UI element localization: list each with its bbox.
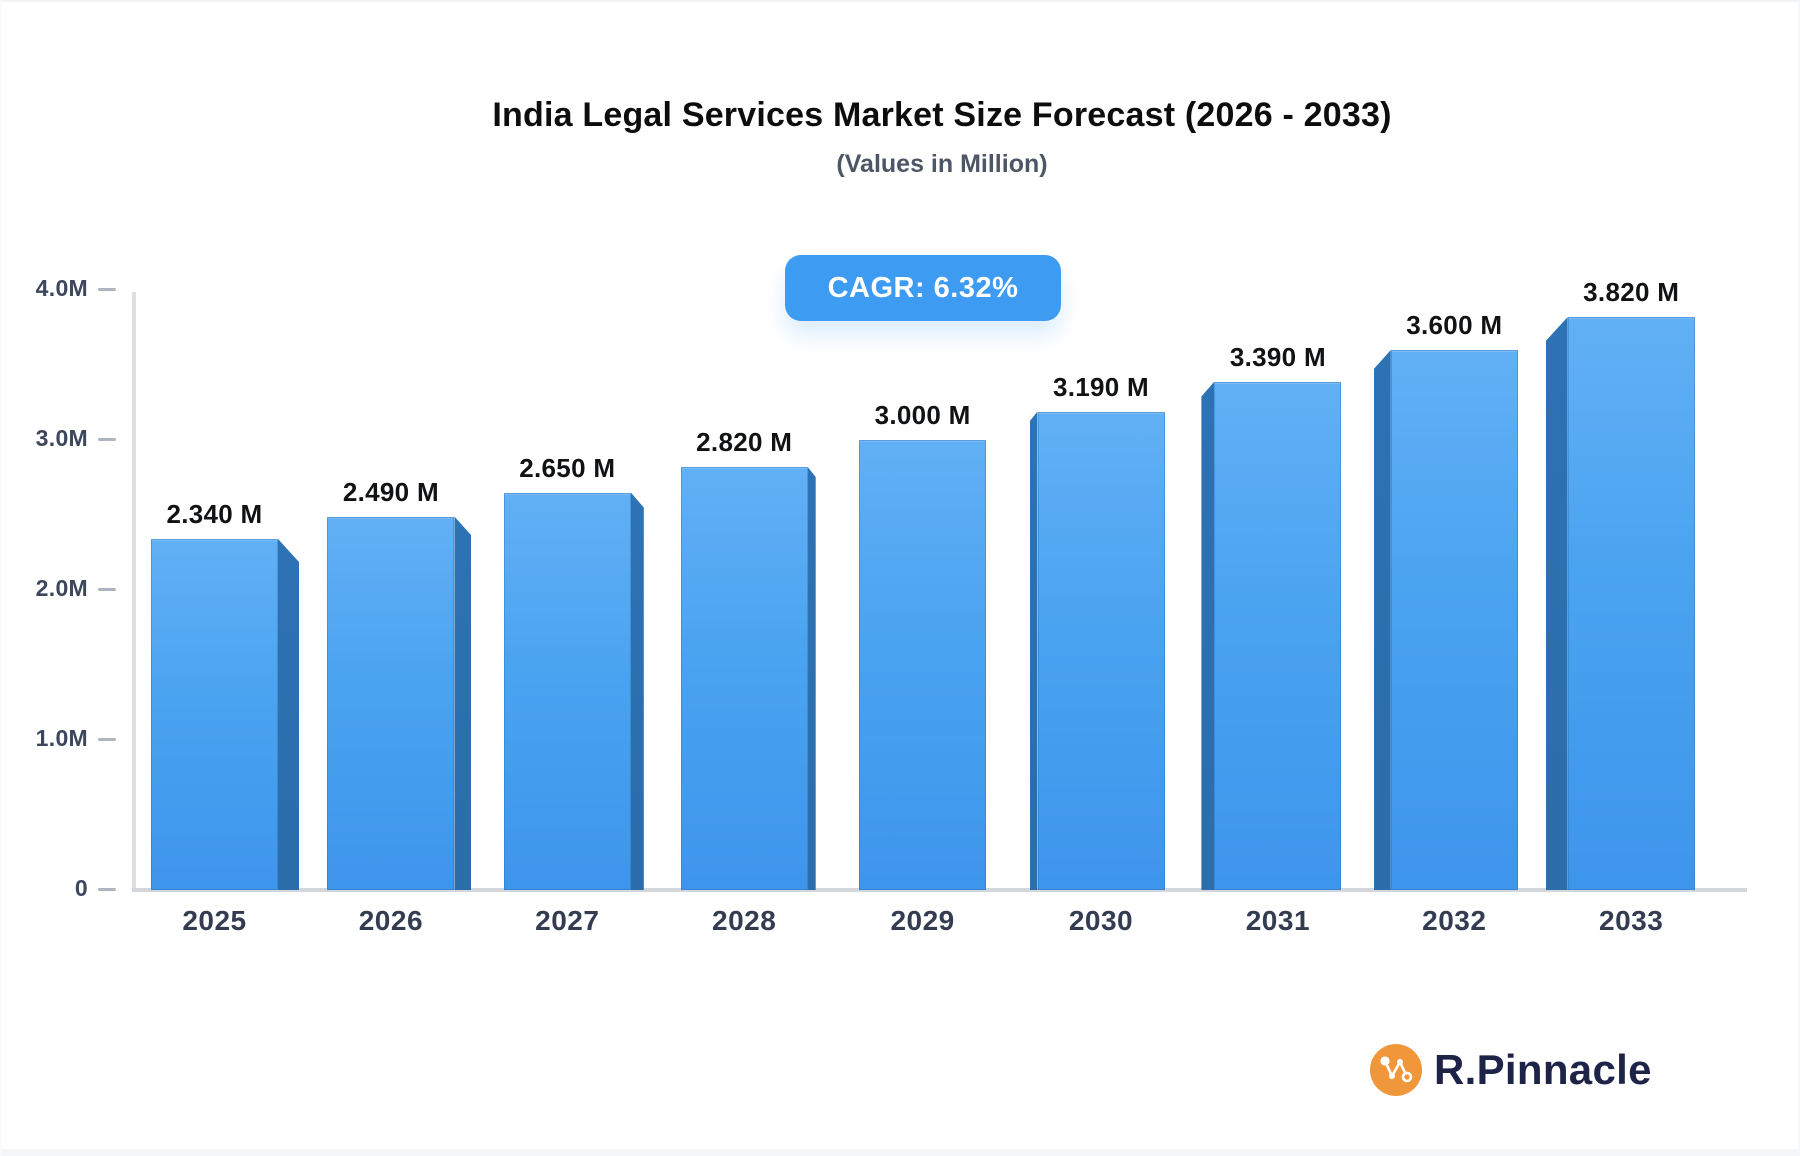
bar-side-face — [1201, 381, 1215, 890]
bar-front-face — [680, 467, 808, 890]
y-axis-line — [132, 292, 136, 890]
x-tick-label: 2025 — [182, 905, 247, 936]
y-tick-label: 0 — [74, 875, 88, 901]
brand-name: R.Pinnacle — [1434, 1046, 1652, 1093]
x-tick-label: 2032 — [1422, 905, 1487, 936]
bar-side-face — [454, 516, 472, 890]
bar-front-face — [1214, 381, 1342, 890]
bar-front-face — [327, 516, 455, 890]
bar-value-label: 3.820 M — [1583, 277, 1680, 307]
bar-side-face — [1373, 350, 1391, 890]
x-tick-label: 2026 — [358, 905, 424, 936]
bar-2028 — [680, 467, 816, 890]
bar-front-face — [859, 440, 987, 890]
y-tick-label: 1.0M — [35, 725, 88, 751]
bar-2031 — [1201, 381, 1342, 890]
bar-2027 — [503, 492, 644, 890]
bar-side-face — [278, 539, 299, 890]
bar-2030 — [1029, 411, 1165, 890]
bar-value-label: 2.490 M — [342, 476, 439, 507]
bar-value-label: 3.390 M — [1229, 341, 1326, 372]
y-tick-mark — [98, 588, 116, 591]
bar-side-face — [1545, 317, 1568, 890]
x-axis-line — [132, 888, 1747, 892]
y-tick-label: 3.0M — [35, 425, 88, 451]
bar-2032 — [1373, 350, 1518, 890]
bar-value-label: 2.820 M — [696, 427, 793, 457]
y-tick-mark — [98, 288, 116, 291]
chart-subtitle: (Values in Million) — [836, 150, 1048, 178]
chart-title: India Legal Services Market Size Forecas… — [492, 96, 1392, 134]
bar-value-label: 3.190 M — [1052, 371, 1150, 402]
network-graph-icon — [1370, 1044, 1422, 1096]
brand-logo: R.Pinnacle — [1370, 1042, 1652, 1098]
bar-front-face — [1390, 350, 1518, 890]
y-tick-mark — [98, 438, 116, 441]
bar-side-face — [1029, 411, 1038, 890]
y-tick-mark — [98, 738, 116, 741]
bar-value-label: 3.000 M — [874, 400, 971, 430]
bar-value-label: 2.650 M — [519, 452, 616, 483]
bar-value-label: 3.600 M — [1406, 310, 1503, 340]
bar-front-face — [151, 539, 278, 890]
bar-front-face — [1037, 411, 1165, 890]
bar-2026 — [327, 516, 472, 890]
y-tick-mark — [98, 888, 116, 891]
x-tick-label: 2029 — [890, 905, 955, 936]
bar-side-face — [630, 492, 644, 890]
bar-side-face — [807, 467, 816, 890]
x-tick-label: 2027 — [535, 905, 600, 936]
x-tick-label: 2030 — [1068, 905, 1134, 936]
x-tick-label: 2028 — [712, 905, 777, 936]
bar-value-label: 2.340 M — [166, 499, 263, 529]
bar-2033 — [1545, 317, 1695, 890]
x-tick-label: 2031 — [1245, 905, 1311, 936]
x-tick-label: 2033 — [1599, 905, 1664, 936]
bar-front-face — [1567, 317, 1695, 890]
cagr-badge: CAGR: 6.32% — [785, 255, 1061, 321]
bar-2029 — [859, 440, 987, 890]
bar-front-face — [503, 492, 631, 890]
y-tick-label: 4.0M — [35, 275, 88, 301]
bar-2025 — [151, 539, 299, 890]
y-tick-label: 2.0M — [35, 575, 88, 601]
